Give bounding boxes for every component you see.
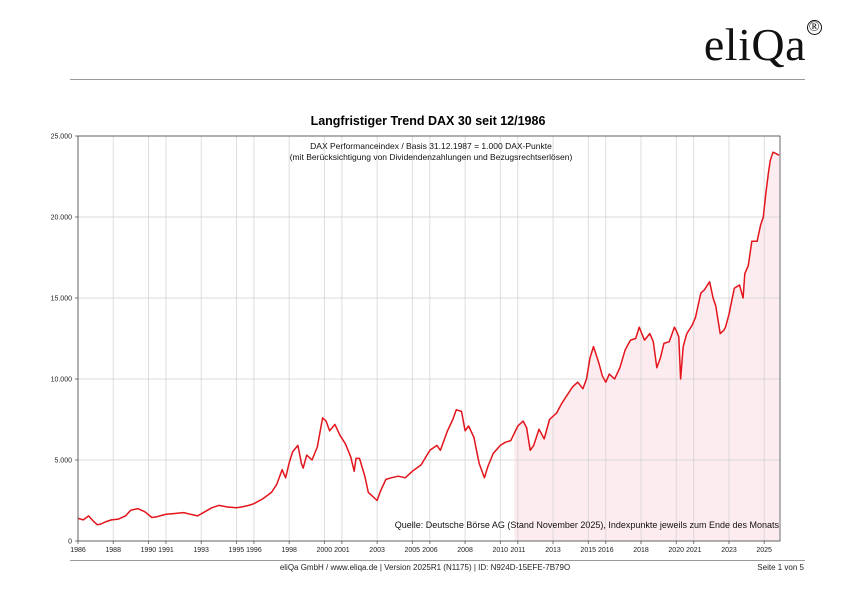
x-tick-label: 2010 [492, 547, 508, 554]
x-tick-label: 1991 [158, 547, 174, 554]
footer-divider [70, 560, 805, 561]
x-tick-label: 1990 [141, 547, 157, 554]
footer-info: eliQa GmbH / www.eliqa.de | Version 2025… [279, 563, 571, 572]
x-tick-label: 2005 [404, 547, 420, 554]
x-tick-label: 1988 [105, 547, 121, 554]
y-tick-label: 25.000 [51, 134, 73, 141]
x-axis-ticks: 1986 1988 1990 1991 1993 1995 1996 1998 2000 2001… [70, 541, 772, 554]
header-divider [70, 79, 805, 80]
shaded-area [514, 152, 780, 541]
series-line [77, 151, 780, 526]
x-tick-label: 2003 [369, 547, 385, 554]
y-axis-ticks: 0 5.000 10.000 15.000 20.000 25.000 [51, 134, 78, 546]
x-tick-label: 2025 [756, 547, 772, 554]
x-tick-label: 2013 [545, 547, 561, 554]
x-tick-label: 2021 [686, 547, 702, 554]
shaded-region [514, 152, 780, 541]
y-tick-label: 10.000 [51, 377, 73, 384]
subtitle-line-1: DAX Performanceindex / Basis 31.12.1987 … [310, 141, 552, 151]
x-tick-label: 2023 [721, 547, 737, 554]
x-tick-label: 1993 [193, 547, 209, 554]
x-tick-label: 2006 [422, 547, 438, 554]
x-tick-label: 1995 [229, 547, 245, 554]
x-tick-label: 2008 [457, 547, 473, 554]
y-tick-label: 20.000 [51, 215, 73, 222]
x-tick-label: 1998 [281, 547, 297, 554]
eliqa-logo: eliQa ® [703, 18, 822, 71]
x-tick-label: 2020 [668, 547, 684, 554]
x-tick-label: 2011 [510, 547, 525, 554]
data-series [77, 151, 780, 526]
x-tick-label: 2016 [598, 547, 614, 554]
x-tick-label: 2018 [633, 547, 649, 554]
chart-title: Langfristiger Trend DAX 30 seit 12/1986 [311, 114, 546, 128]
x-tick-label: 2015 [580, 547, 596, 554]
x-tick-label: 2001 [334, 547, 350, 554]
page-number: Seite 1 von 5 [757, 563, 804, 572]
plot-frame [77, 135, 781, 542]
source-note: Quelle: Deutsche Börse AG (Stand Novembe… [395, 520, 780, 530]
y-tick-label: 5.000 [54, 458, 72, 465]
y-tick-label: 15.000 [51, 296, 73, 303]
logo-text: eliQa [703, 19, 806, 70]
x-tick-label: 2000 [317, 547, 333, 554]
dax-chart: Langfristiger Trend DAX 30 seit 12/1986 … [51, 114, 781, 554]
subtitle-line-2: (mit Berücksichtigung von Dividendenzahl… [290, 152, 573, 162]
x-tick-label: 1996 [246, 547, 262, 554]
registered-mark: ® [807, 20, 822, 35]
y-tick-label: 0 [68, 539, 72, 546]
x-tick-label: 1986 [70, 547, 86, 554]
